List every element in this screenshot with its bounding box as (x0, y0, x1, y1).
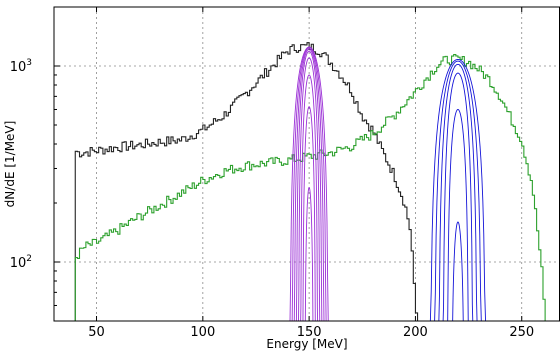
x-tick-label: 50 (88, 325, 105, 340)
x-tick-label: 150 (297, 325, 322, 340)
peak-curve (293, 48, 325, 321)
histogram-series-1 (74, 53, 546, 321)
peak-curve (434, 60, 482, 321)
x-tick-label: 100 (190, 325, 215, 340)
y-tick-label: 102 (10, 254, 32, 271)
y-tick-label: 103 (10, 58, 32, 75)
peak-curve (300, 74, 319, 321)
peak-curve (291, 47, 327, 321)
x-tick-label: 200 (403, 325, 428, 340)
peak-curve (452, 221, 464, 321)
peak-curve (438, 63, 478, 321)
series-layer (74, 42, 546, 321)
peak-curve (304, 186, 314, 321)
histogram-series-0 (74, 42, 419, 321)
x-tick-label: 250 (509, 325, 534, 340)
peak-curve (289, 46, 329, 321)
peak-curve (429, 58, 486, 321)
x-axis-label: Energy [MeV] (266, 337, 347, 351)
peak-curve (298, 57, 321, 321)
peak-curve (295, 50, 323, 321)
ticks-layer: 50 100 150 200 250 102 103 (10, 7, 534, 340)
y-axis-label: dN/dE [1/MeV] (3, 121, 17, 208)
peak-curve (442, 72, 474, 321)
peak-curve (302, 106, 316, 321)
peak-curve (447, 109, 469, 321)
